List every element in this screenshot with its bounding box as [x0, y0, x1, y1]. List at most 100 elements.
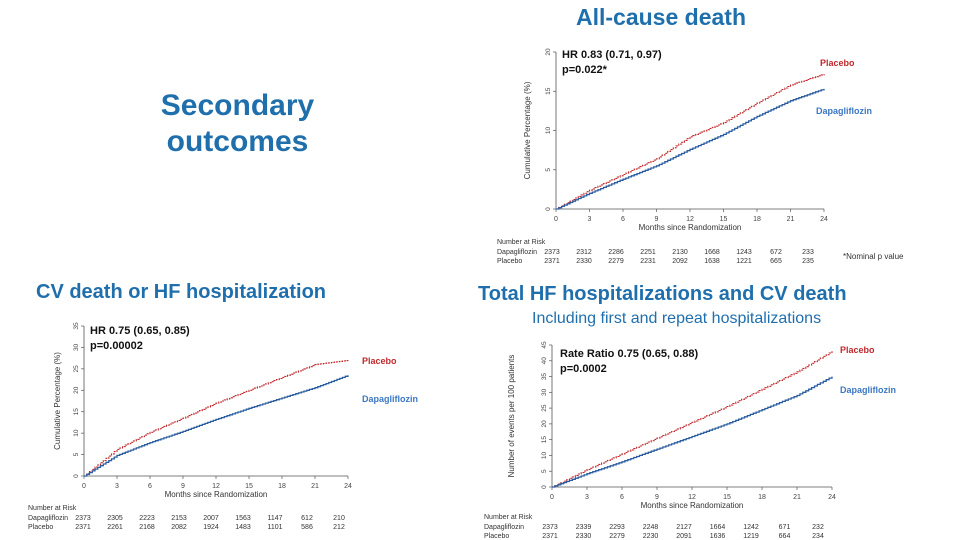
risk-cell: 2279 [608, 258, 624, 265]
risk-cell: 665 [770, 258, 782, 265]
risk-cell: 586 [301, 524, 313, 531]
risk-cell: 672 [770, 249, 782, 256]
y-tick-label: 10 [73, 429, 80, 437]
risk-cell: 2130 [672, 249, 688, 256]
risk-cell: 2007 [203, 515, 219, 522]
risk-cell: 2371 [544, 258, 560, 265]
y-axis-label: Cumulative Percentage (%) [53, 352, 62, 450]
y-tick-label: 15 [545, 87, 552, 95]
y-tick-label: 10 [545, 127, 552, 135]
slide-title: Secondary outcomes [150, 88, 325, 160]
x-tick-label: 6 [621, 216, 625, 223]
risk-cell: 234 [812, 533, 824, 540]
x-tick-label: 15 [720, 216, 728, 223]
y-tick-label: 35 [73, 322, 80, 330]
hr-text: HR 0.75 (0.65, 0.85) [90, 325, 190, 337]
x-tick-label: 3 [115, 483, 119, 490]
y-axis-label: Number of events per 100 patients [507, 355, 516, 478]
nominal-p-note: *Nominal p value [843, 252, 904, 261]
legend-placebo: Placebo [362, 356, 397, 366]
y-tick-label: 25 [541, 404, 548, 412]
risk-cell: 233 [802, 249, 814, 256]
y-tick-label: 20 [545, 48, 552, 56]
y-tick-label: 30 [73, 343, 80, 351]
risk-cell: 2261 [107, 524, 123, 531]
x-tick-label: 18 [758, 494, 766, 501]
legend-dapagliflozin: Dapagliflozin [840, 385, 896, 395]
series-line-placebo [84, 360, 349, 477]
risk-cell: 2230 [642, 533, 659, 540]
all-cause-chart: 0 5 10 15 20 0 3 6 9 12 15 18 21 24 Months since Rando… [523, 48, 872, 232]
all-cause-risk-table: Number at Risk Dapagliflozin 2373 2312 2286 2… [497, 239, 837, 271]
risk-row-label: Placebo [28, 524, 54, 531]
risk-cell: 1638 [704, 258, 720, 265]
cv-hf-chart: 0 5 10 15 20 25 30 35 0 3 6 9 12 15 18 21 24 Months since… [53, 322, 418, 499]
total-hf-title: Total HF hospitalizations and CV death [478, 283, 847, 305]
y-tick-label: 20 [541, 420, 548, 428]
risk-cell: 2092 [672, 258, 688, 265]
risk-cell: 671 [778, 524, 791, 531]
risk-cell: 2251 [640, 249, 656, 256]
risk-header: Number at Risk [28, 505, 77, 512]
total-hf-risk-table: Number at Risk Dapagliflozin 2373 2339 2293 2… [484, 514, 844, 540]
p-text: p=0.00002 [90, 340, 143, 352]
hr-text: HR 0.83 (0.71, 0.97) [562, 49, 662, 61]
x-tick-label: 6 [148, 483, 152, 490]
x-axis-label: Months since Randomization [641, 501, 744, 510]
y-tick-label: 30 [541, 388, 548, 396]
p-text: p=0.022* [562, 64, 608, 76]
risk-cell: 2082 [171, 524, 187, 531]
risk-cell: 2293 [609, 524, 625, 531]
x-tick-label: 12 [212, 483, 220, 490]
x-tick-label: 3 [588, 216, 592, 223]
x-tick-label: 3 [585, 494, 589, 501]
x-tick-label: 24 [344, 483, 352, 490]
series-line-dapagliflozin [556, 88, 825, 210]
legend-placebo: Placebo [820, 58, 855, 68]
risk-row-label: Dapagliflozin [28, 515, 69, 522]
risk-cell: 2373 [75, 515, 91, 522]
risk-cell: 1242 [743, 524, 759, 531]
risk-cell: 2231 [640, 258, 656, 265]
risk-cell: 1219 [743, 533, 759, 540]
risk-cell: 2371 [75, 524, 91, 531]
x-tick-label: 21 [311, 483, 319, 490]
y-tick-label: 45 [541, 341, 548, 349]
risk-cell: 2373 [542, 524, 558, 531]
x-tick-label: 6 [620, 494, 624, 501]
risk-cell: 2091 [676, 533, 692, 540]
y-tick-label: 0 [545, 207, 552, 211]
y-tick-label: 35 [541, 373, 548, 381]
risk-cell: 2168 [139, 524, 155, 531]
x-tick-label: 18 [753, 216, 761, 223]
all-cause-title: All-cause death [576, 4, 746, 30]
y-tick-label: 40 [541, 357, 548, 365]
y-tick-label: 5 [73, 452, 80, 456]
risk-header: Number at Risk [497, 239, 546, 246]
risk-cell: 1664 [709, 524, 726, 531]
risk-cell: 2127 [676, 524, 692, 531]
total-hf-chart: 0 5 10 15 20 25 30 35 40 45 0 3 6 9 12 15 18 21 24 Months s… [507, 341, 896, 510]
risk-cell: 664 [778, 533, 791, 540]
x-tick-label: 15 [723, 494, 731, 501]
risk-row-label: Placebo [484, 533, 510, 540]
series-line-dapagliflozin [552, 376, 833, 488]
x-tick-label: 0 [554, 216, 558, 223]
x-axis-label: Months since Randomization [639, 223, 742, 232]
y-tick-label: 0 [541, 485, 548, 489]
x-axis-label: Months since Randomization [165, 490, 268, 499]
risk-cell: 1668 [704, 249, 720, 256]
risk-cell: 1221 [736, 258, 752, 265]
risk-cell: 2248 [642, 524, 659, 531]
risk-cell: 212 [333, 524, 345, 531]
x-tick-label: 21 [787, 216, 795, 223]
x-tick-label: 18 [278, 483, 286, 490]
risk-row-label: Placebo [497, 258, 523, 265]
slide-title-line2: outcomes [166, 125, 309, 158]
hr-text: Rate Ratio 0.75 (0.65, 0.88) [560, 348, 699, 360]
legend-dapagliflozin: Dapagliflozin [816, 106, 872, 116]
legend-placebo: Placebo [840, 345, 875, 355]
y-tick-label: 5 [541, 469, 548, 473]
risk-cell: 210 [333, 515, 345, 522]
risk-cell: 2373 [544, 249, 560, 256]
